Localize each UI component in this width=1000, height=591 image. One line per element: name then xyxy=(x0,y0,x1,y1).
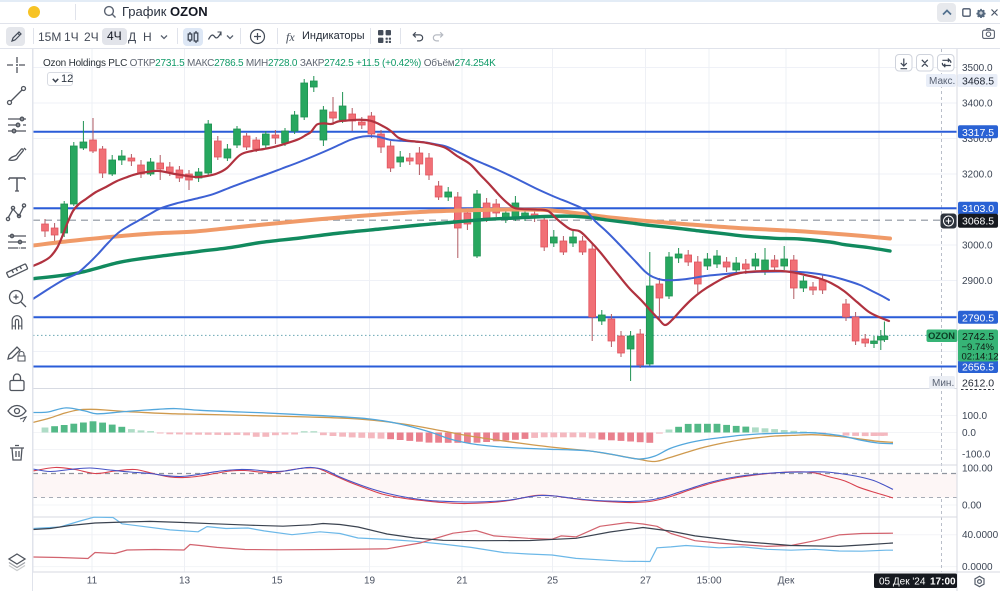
svg-text:19: 19 xyxy=(364,576,376,587)
svg-text:3500.0: 3500.0 xyxy=(962,63,993,74)
svg-text:0.0000: 0.0000 xyxy=(962,562,993,573)
svg-text:Дек: Дек xyxy=(778,576,795,587)
svg-text:2742.5: 2742.5 xyxy=(962,331,994,343)
svg-text:Макс.: Макс. xyxy=(929,76,955,87)
svg-text:3317.5: 3317.5 xyxy=(962,127,994,139)
svg-text:2612.0: 2612.0 xyxy=(962,378,994,390)
svg-text:15: 15 xyxy=(271,576,283,587)
svg-text:-100.0: -100.0 xyxy=(962,449,991,460)
svg-text:40.0000: 40.0000 xyxy=(962,530,999,541)
svg-text:3103.0: 3103.0 xyxy=(962,203,994,215)
svg-text:100.00: 100.00 xyxy=(962,464,993,475)
svg-text:3400.0: 3400.0 xyxy=(962,99,993,110)
svg-text:21: 21 xyxy=(456,576,468,587)
svg-text:−9.74%: −9.74% xyxy=(962,342,995,353)
svg-text:02:14:12: 02:14:12 xyxy=(962,352,999,363)
svg-text:17:00: 17:00 xyxy=(930,577,956,588)
svg-text:3468.5: 3468.5 xyxy=(962,76,994,88)
svg-text:3200.0: 3200.0 xyxy=(962,170,993,181)
svg-text:05 Дек '24: 05 Дек '24 xyxy=(879,577,926,588)
svg-text:3068.5: 3068.5 xyxy=(962,216,994,228)
svg-text:0.00: 0.00 xyxy=(962,501,982,512)
svg-text:fx: fx xyxy=(286,30,295,44)
svg-text:2900.0: 2900.0 xyxy=(962,276,993,287)
svg-text:27: 27 xyxy=(640,576,652,587)
svg-text:3300.0: 3300.0 xyxy=(962,134,993,145)
svg-text:11: 11 xyxy=(87,576,98,587)
svg-text:2790.5: 2790.5 xyxy=(962,312,994,324)
svg-text:15:00: 15:00 xyxy=(696,576,721,587)
svg-text:13: 13 xyxy=(179,576,191,587)
svg-text:25: 25 xyxy=(547,576,559,587)
svg-text:Мин.: Мин. xyxy=(932,378,954,389)
svg-text:100.0: 100.0 xyxy=(962,411,987,422)
svg-text:OZON: OZON xyxy=(928,331,955,341)
svg-text:2656.5: 2656.5 xyxy=(962,362,994,374)
svg-text:3000.0: 3000.0 xyxy=(962,241,993,252)
svg-text:0.0: 0.0 xyxy=(962,428,976,439)
